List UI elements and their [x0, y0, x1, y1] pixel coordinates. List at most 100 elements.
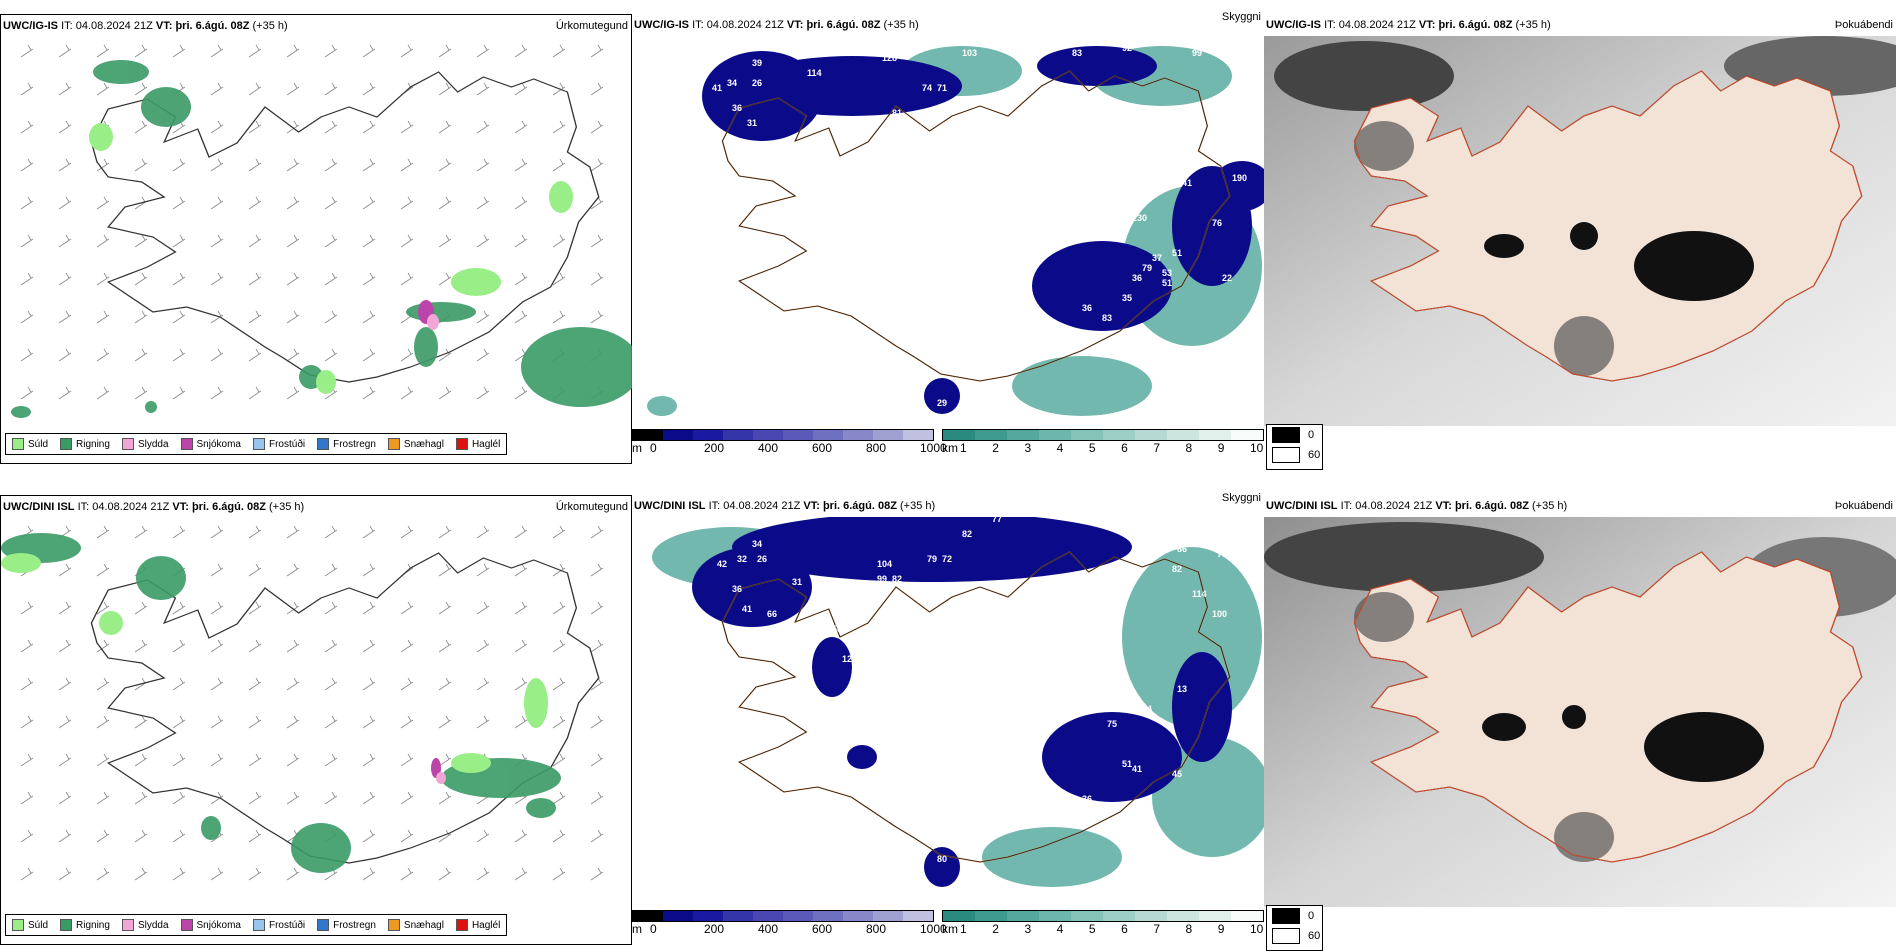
colorbar-tick: 5: [1088, 441, 1096, 455]
vt-label: VT:: [1418, 19, 1436, 31]
legend-label: Haglél: [471, 919, 501, 931]
visibility-value-label: 29: [937, 398, 947, 408]
visibility-value-label: 44: [1142, 704, 1152, 714]
visibility-value-label: 71: [937, 83, 947, 93]
visibility-value-label: 29: [982, 358, 992, 368]
it-label: IT:: [708, 500, 721, 512]
visibility-value-label: 35: [1122, 293, 1132, 303]
it-label: IT:: [61, 20, 73, 32]
precip-legend-item: Snjókoma: [180, 438, 241, 450]
visibility-value-label: 82: [1172, 564, 1182, 574]
visibility-value-label: 32: [737, 554, 747, 564]
visibility-value-label: 79: [927, 554, 937, 564]
it-value: 04.08.2024 21Z: [706, 19, 784, 31]
colorbar-tick: 4: [1056, 922, 1064, 936]
panel-header: UWC/DINI ISL IT: 04.08.2024 21Z VT: þri.…: [1264, 495, 1896, 517]
legend-swatch: [180, 438, 193, 450]
legend-swatch: [12, 919, 24, 931]
colorbar-segment: [903, 911, 933, 921]
visibility-value-label: 24: [1072, 338, 1082, 348]
colorbar-tick: 7: [1153, 441, 1161, 455]
colorbar-tick: 800: [866, 441, 887, 455]
colorbar-tick: 5: [1088, 922, 1096, 936]
visibility-value-label: 36: [732, 584, 742, 594]
colorbar-tick: 10: [1250, 441, 1264, 455]
visibility-value-label: 77: [882, 719, 892, 729]
visibility-value-label: 99: [1192, 48, 1202, 58]
legend-swatch: [12, 438, 24, 450]
colorbar-segment: [1071, 911, 1103, 921]
legend-label: Slydda: [137, 919, 169, 931]
legend-swatch: [60, 438, 73, 450]
visibility-value-label: 109: [1102, 203, 1117, 213]
visibility-value-label: 41: [742, 604, 752, 614]
vt-value: þri. 6.ágú. 08Z: [1438, 19, 1513, 31]
legend-swatch: [180, 919, 193, 931]
visibility-value-label: 117: [1242, 43, 1257, 53]
colorbar-segment: [1039, 430, 1071, 440]
colorbar-segment: [1071, 430, 1103, 440]
visibility-value-label: 51: [1172, 248, 1182, 258]
colorbar-segment: [843, 430, 873, 440]
visibility-value-label: 83: [1102, 313, 1112, 323]
precip-legend-item: Snæhagl: [387, 919, 444, 931]
legend-label: Frostregn: [333, 438, 376, 450]
colorbar-unit: km: [942, 441, 958, 455]
visibility-value-label: 66: [767, 609, 777, 619]
visibility-value-label: 20: [962, 348, 972, 358]
it-value: 04.08.2024 21Z: [75, 20, 153, 32]
colorbar-segment: [1103, 911, 1135, 921]
legend-label: Haglél: [471, 438, 501, 450]
visibility-value-label: 31: [747, 118, 757, 128]
visibility-value-label: 83: [912, 123, 922, 133]
visibility-value-label: 89: [1032, 38, 1042, 48]
visibility-map: 34 42 32 26 36 31 41 66 104 99 82 77 79 72 82 73 94 58 120…: [632, 517, 1264, 907]
precip-legend-item: Snæhagl: [387, 438, 444, 450]
visibility-value-label: 41: [712, 83, 722, 93]
visibility-value-label: 75: [1107, 719, 1117, 729]
model-name: UWC/IG-IS: [634, 19, 689, 31]
colorbar-tick: 0: [650, 922, 657, 936]
fog-index-panel-1: UWC/IG-IS IT: 04.08.2024 21Z VT: þri. 6.…: [1264, 14, 1896, 470]
panel-title: Þokuábendi: [1834, 19, 1893, 31]
visibility-value-label: 36: [1132, 273, 1142, 283]
precip-legend-item: Frostregn: [317, 919, 376, 931]
precip-legend-item: Snjókoma: [180, 919, 241, 931]
vt-value: þri. 6.ágú. 08Z: [191, 501, 266, 513]
visibility-value-label: 53: [1162, 268, 1172, 278]
legend-label: Snæhagl: [403, 919, 444, 931]
lead-time: (+35 h): [899, 500, 936, 512]
fog-index-legend: 0 60: [1266, 905, 1323, 951]
legend-label: Rigning: [76, 919, 110, 931]
colorbar-tick: 6: [1121, 922, 1128, 936]
legend-swatch: [455, 919, 468, 931]
visibility-value-label: 26: [757, 554, 767, 564]
panel-header: UWC/DINI ISL IT: 04.08.2024 21Z VT: þri.…: [632, 487, 1264, 517]
model-name: UWC/IG-IS: [1266, 19, 1321, 31]
colorbar-segment: [783, 430, 813, 440]
fog-index-panel-2: UWC/DINI ISL IT: 04.08.2024 21Z VT: þri.…: [1264, 495, 1896, 951]
colorbar-tick: 3: [1024, 441, 1032, 455]
visibility-value-label: 128: [882, 53, 897, 63]
colorbar-tick: 10: [1250, 922, 1264, 936]
precip-legend-item: Slydda: [121, 919, 169, 931]
visibility-map: 39 34 26 41 36 31 60 114 128 103 89 83 92 99 117 74 71 81…: [632, 36, 1264, 426]
legend-label: Snjókoma: [196, 919, 241, 931]
visibility-value-label: 51: [1122, 759, 1132, 769]
legend-swatch: [121, 919, 134, 931]
model-name: UWC/DINI ISL: [634, 500, 706, 512]
wind-barbs: [20, 44, 604, 400]
colorbar-segment: [975, 430, 1007, 440]
visibility-value-label: 101: [1137, 524, 1152, 534]
legend-label: 0: [1308, 910, 1315, 922]
colorbar-tick: 1: [960, 441, 967, 455]
legend-swatch: [1272, 928, 1300, 944]
colorbar-tick: 7: [1153, 922, 1161, 936]
lead-time: (+35 h): [252, 20, 288, 32]
legend-label: 60: [1308, 930, 1321, 942]
vt-label: VT:: [786, 19, 804, 31]
fog-index-legend: 0 60: [1266, 424, 1323, 470]
visibility-value-label: 28: [932, 894, 942, 904]
colorbar-segment: [873, 430, 903, 440]
precip-legend-item: Frostregn: [317, 438, 376, 450]
